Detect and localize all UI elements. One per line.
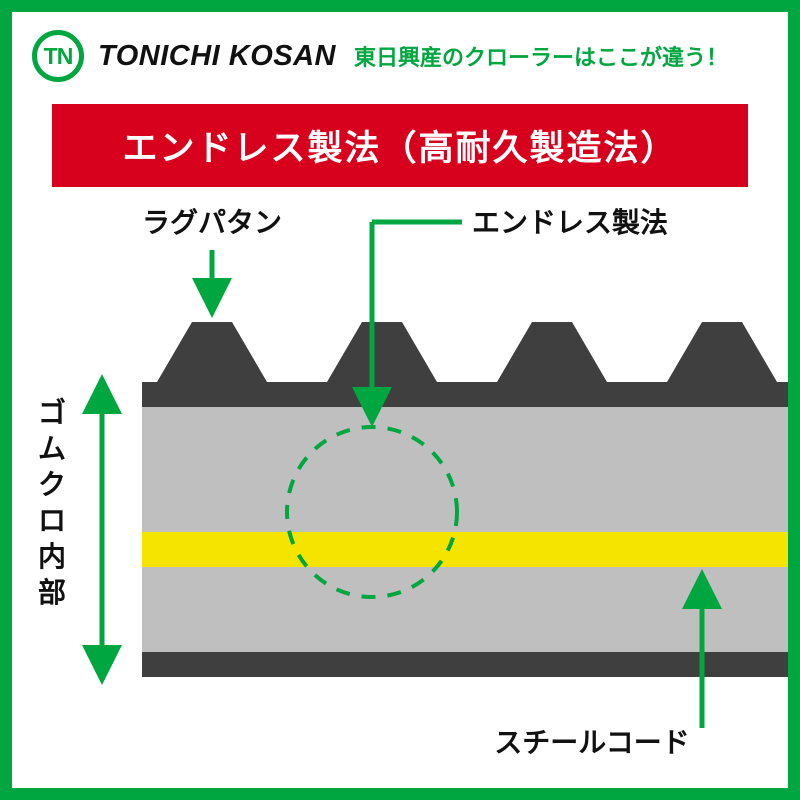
label-rubber-inner-char: ゴ — [38, 396, 66, 428]
label-endless: エンドレス製法 — [472, 207, 668, 238]
diagram-stage: ラグパタン エンドレス製法スチールコード ゴムクロ内部 — [12, 192, 788, 788]
label-rubber-inner-char: ム — [38, 433, 66, 464]
label-lug-pattern: ラグパタン — [142, 207, 282, 238]
lug-layer — [142, 322, 788, 407]
tagline: 東日興産のクローラーはここが違う！ — [354, 40, 728, 72]
outer-frame: TN TONICHI KOSAN 東日興産のクローラーはここが違う！ エンドレス… — [0, 0, 800, 800]
steel-cord-layer — [142, 532, 788, 567]
brand-logo: TN — [32, 30, 84, 82]
bottom-layer — [142, 652, 788, 677]
label-rubber-inner-char: 内 — [38, 541, 66, 572]
label-rubber-inner-char: ロ — [38, 505, 66, 536]
label-rubber-inner-char: ク — [38, 469, 66, 500]
cross-section-diagram: ラグパタン エンドレス製法スチールコード ゴムクロ内部 — [12, 192, 788, 788]
title-bar: エンドレス製法（高耐久製造法） — [52, 104, 748, 187]
header: TN TONICHI KOSAN 東日興産のクローラーはここが違う！ — [12, 12, 788, 92]
logo-text: TN — [44, 43, 73, 70]
label-steel-cord: スチールコード — [494, 727, 689, 758]
rubber-layer — [142, 407, 788, 652]
label-rubber-inner-char: 部 — [38, 577, 66, 608]
brand-name: TONICHI KOSAN — [98, 40, 336, 73]
